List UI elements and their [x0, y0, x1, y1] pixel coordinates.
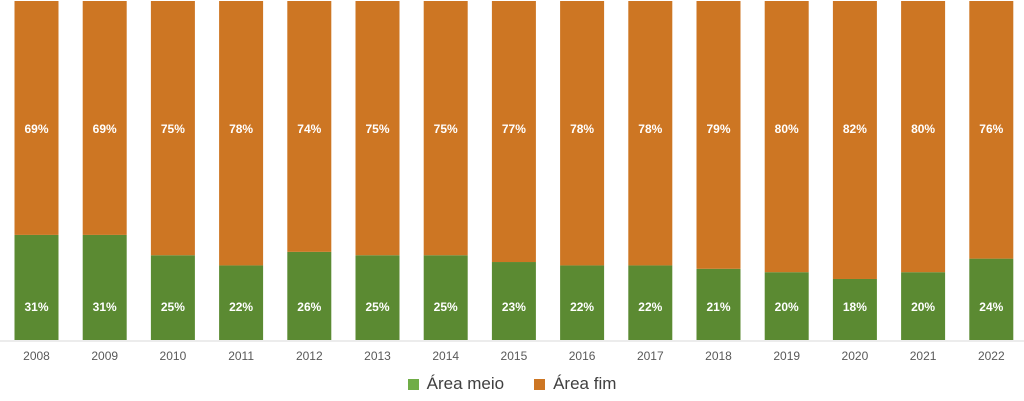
data-label-area-fim-2015: 77%	[502, 122, 526, 136]
x-tick-label-2019: 2019	[773, 349, 800, 363]
legend-label-area-fim: Área fim	[553, 374, 617, 393]
x-tick-label-2015: 2015	[501, 349, 528, 363]
x-tick-label-2021: 2021	[910, 349, 937, 363]
data-label-area-meio-2020: 18%	[843, 300, 867, 314]
x-tick-labels: 2008 2009 2010 2011 2012 2013 2014 2015 2016 2017…	[23, 349, 1005, 363]
bar-segment-area-meio-2021	[901, 272, 946, 340]
bar-segment-area-meio-2013	[355, 255, 400, 340]
data-label-area-meio-2016: 22%	[570, 300, 594, 314]
data-label-area-meio-2021: 20%	[911, 300, 935, 314]
data-label-area-meio-2022: 24%	[979, 300, 1003, 314]
data-label-area-fim-2012: 74%	[297, 122, 321, 136]
data-label-area-fim-2019: 80%	[775, 122, 799, 136]
data-label-area-meio-2013: 25%	[365, 300, 389, 314]
data-label-area-meio-2009: 31%	[93, 300, 117, 314]
bar-segment-area-meio-2010	[150, 255, 195, 340]
bar-segment-area-fim-2021	[901, 1, 946, 273]
data-label-area-fim-2020: 82%	[843, 122, 867, 136]
bars-group: 31% 69% 31% 69% 25% 75% 22% 78% 26% 74% 25% 75% 25% 7…	[14, 1, 1014, 340]
bar-segment-area-meio-2019	[764, 272, 809, 340]
data-label-area-fim-2008: 69%	[24, 122, 48, 136]
bar-segment-area-meio-2015	[491, 262, 536, 340]
data-label-area-meio-2015: 23%	[502, 300, 526, 314]
x-tick-label-2011: 2011	[228, 349, 254, 363]
legend-swatch-area-fim	[534, 378, 546, 390]
bar-segment-area-fim-2015	[491, 1, 536, 263]
bar-segment-area-fim-2013	[355, 1, 400, 256]
bar-segment-area-fim-2016	[560, 1, 605, 266]
x-tick-label-2020: 2020	[842, 349, 869, 363]
bar-segment-area-fim-2009	[82, 1, 127, 235]
x-tick-label-2018: 2018	[705, 349, 732, 363]
bar-segment-area-meio-2012	[287, 251, 332, 340]
data-label-area-fim-2018: 79%	[706, 122, 730, 136]
bar-segment-area-meio-2017	[628, 265, 673, 340]
data-label-area-fim-2010: 75%	[161, 122, 185, 136]
x-tick-label-2016: 2016	[569, 349, 596, 363]
bar-segment-area-fim-2010	[150, 1, 195, 256]
x-tick-label-2010: 2010	[160, 349, 187, 363]
x-tick-label-2013: 2013	[364, 349, 391, 363]
data-label-area-fim-2014: 75%	[434, 122, 458, 136]
data-label-area-fim-2021: 80%	[911, 122, 935, 136]
x-tick-label-2009: 2009	[91, 349, 118, 363]
bar-segment-area-fim-2011	[219, 1, 264, 266]
data-label-area-fim-2016: 78%	[570, 122, 594, 136]
bar-segment-area-meio-2022	[969, 258, 1014, 340]
bar-segment-area-fim-2018	[696, 1, 741, 269]
bar-segment-area-fim-2022	[969, 1, 1014, 259]
bar-segment-area-fim-2014	[423, 1, 468, 256]
x-tick-label-2022: 2022	[978, 349, 1005, 363]
bar-segment-area-fim-2017	[628, 1, 673, 266]
data-label-area-fim-2022: 76%	[979, 122, 1003, 136]
legend: Área meio Área fim	[0, 374, 1024, 394]
x-tick-label-2017: 2017	[637, 349, 664, 363]
data-label-area-meio-2018: 21%	[706, 300, 730, 314]
data-label-area-meio-2011: 22%	[229, 300, 253, 314]
legend-label-area-meio: Área meio	[426, 374, 505, 393]
bar-segment-area-meio-2016	[560, 265, 605, 340]
bar-segment-area-meio-2011	[219, 265, 264, 340]
data-label-area-meio-2008: 31%	[24, 300, 48, 314]
bar-segment-area-meio-2014	[423, 255, 468, 340]
bar-segment-area-meio-2020	[832, 278, 877, 340]
data-label-area-fim-2013: 75%	[365, 122, 389, 136]
bar-segment-area-meio-2008	[14, 234, 59, 340]
data-label-area-meio-2012: 26%	[297, 300, 321, 314]
bar-segment-area-fim-2012	[287, 1, 332, 252]
x-tick-label-2008: 2008	[23, 349, 50, 363]
data-label-area-meio-2017: 22%	[638, 300, 662, 314]
data-label-area-meio-2014: 25%	[434, 300, 458, 314]
data-label-area-meio-2019: 20%	[775, 300, 799, 314]
x-tick-label-2014: 2014	[432, 349, 459, 363]
bar-segment-area-fim-2008	[14, 1, 59, 235]
legend-item-area-meio: Área meio	[407, 374, 505, 394]
data-label-area-fim-2017: 78%	[638, 122, 662, 136]
data-label-area-fim-2011: 78%	[229, 122, 253, 136]
legend-item-area-fim: Área fim	[534, 374, 616, 394]
bar-segment-area-meio-2018	[696, 268, 741, 340]
bar-segment-area-fim-2019	[764, 1, 809, 273]
bar-segment-area-meio-2009	[82, 234, 127, 340]
legend-swatch-area-meio	[407, 378, 419, 390]
data-label-area-meio-2010: 25%	[161, 300, 185, 314]
bar-segment-area-fim-2020	[832, 1, 877, 279]
data-label-area-fim-2009: 69%	[93, 122, 117, 136]
x-tick-label-2012: 2012	[296, 349, 323, 363]
